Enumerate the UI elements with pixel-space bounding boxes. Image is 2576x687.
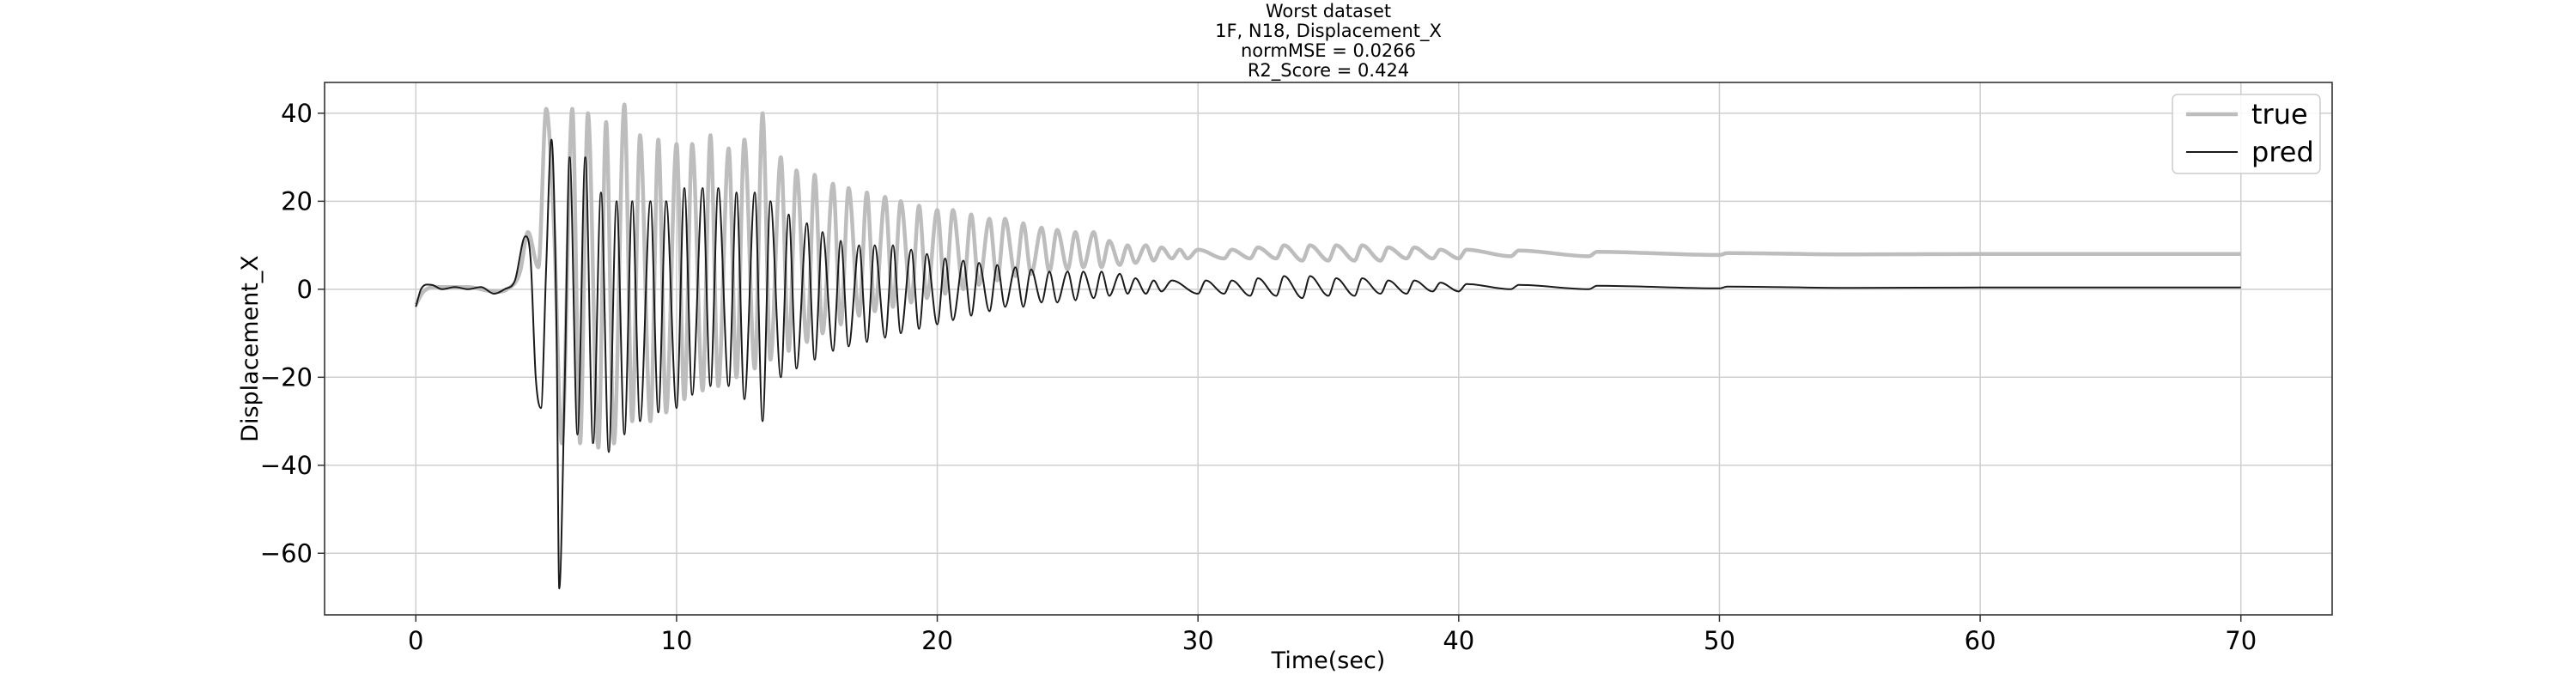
x-tick-label: 30: [1182, 626, 1214, 655]
x-tick-label: 0: [408, 626, 423, 655]
y-tick-label: −20: [260, 362, 313, 392]
series-line-true: [414, 102, 2241, 450]
series-line-pred: [415, 138, 2241, 590]
x-tick-label: 70: [2225, 626, 2257, 655]
grid: [325, 82, 2332, 615]
x-axis-label: Time(sec): [1271, 647, 1386, 674]
legend: true pred: [2172, 94, 2321, 174]
series-layer: [414, 102, 2241, 590]
plot-frame: [324, 82, 2333, 616]
x-tick-label: 50: [1704, 626, 1735, 655]
axis-ticks: 0 10 20 30 40 50 60 70 −60 −40 −20 0 20 40: [260, 99, 2257, 655]
legend-label-pred: pred: [2251, 136, 2314, 168]
y-axis-label: Displacement_X: [237, 255, 264, 442]
y-tick-label: −60: [260, 538, 313, 568]
legend-label-true: true: [2251, 98, 2308, 131]
y-tick-label: 0: [297, 275, 313, 304]
x-tick-label: 10: [660, 626, 692, 655]
x-tick-label: 20: [921, 626, 953, 655]
chart-title-line: Worst dataset: [1266, 1, 1391, 21]
y-tick-label: 40: [281, 99, 313, 128]
chart-metric-line: R2_Score = 0.424: [1248, 60, 1409, 82]
chart-metric-line: normMSE = 0.0266: [1241, 40, 1416, 61]
chart-title: Worst dataset 1F, N18, Displacement_X no…: [1215, 1, 1442, 82]
chart-subtitle-line: 1F, N18, Displacement_X: [1215, 21, 1442, 42]
x-tick-label: 40: [1443, 626, 1474, 655]
x-tick-label: 60: [1965, 626, 1996, 655]
y-tick-label: −40: [260, 451, 313, 480]
y-tick-label: 20: [281, 186, 313, 216]
